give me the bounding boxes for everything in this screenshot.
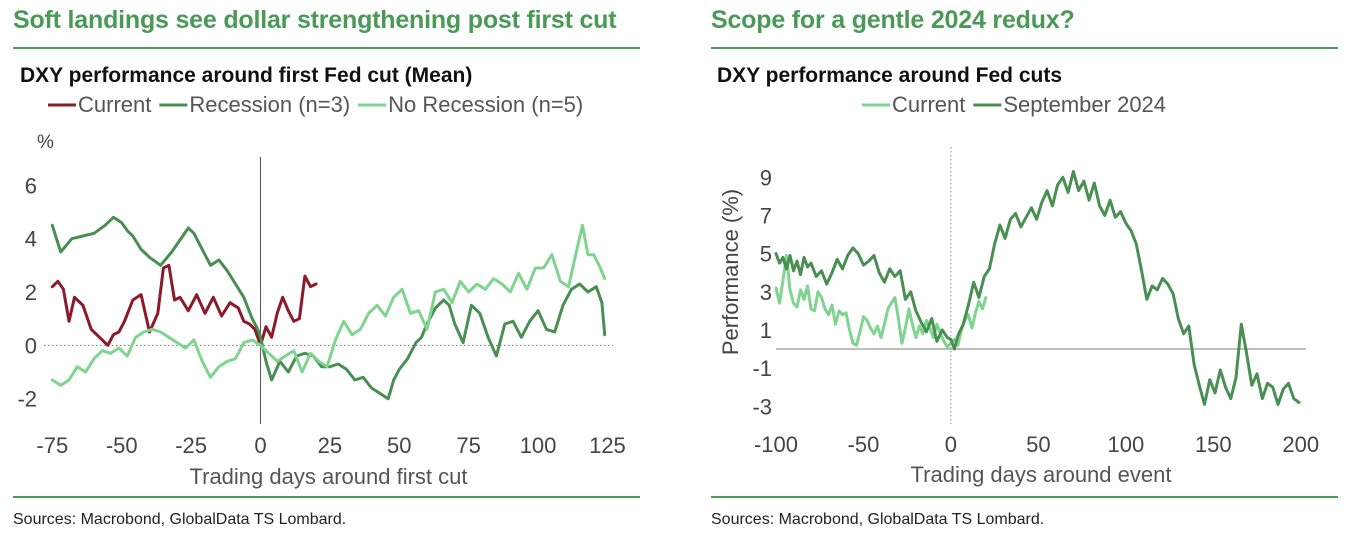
x-tick-label: -75 xyxy=(36,433,68,458)
legend-label-september-2024: September 2024 xyxy=(1003,92,1166,117)
y-tick-label: 4 xyxy=(25,227,37,252)
chart-title: DXY performance around first Fed cut (Me… xyxy=(20,64,472,87)
x-axis-label: Trading days around first cut xyxy=(190,464,468,489)
y-tick-label: -1 xyxy=(752,356,772,381)
left-top-rule xyxy=(13,47,640,49)
left-sources: Sources: Macrobond, GlobalData TS Lombar… xyxy=(13,511,347,528)
left-panel: Soft landings see dollar strengthening p… xyxy=(0,0,660,535)
left-chart: DXY performance around first Fed cut (Me… xyxy=(17,64,626,489)
y-axis-label: Performance (%) xyxy=(718,189,743,355)
right-panel: Scope for a gentle 2024 redux? DXY perfo… xyxy=(690,0,1350,535)
y-tick-label: 1 xyxy=(760,318,772,343)
y-tick-label: 0 xyxy=(25,333,37,358)
chart-title: DXY performance around Fed cuts xyxy=(717,64,1062,87)
legend-label-no-recession-n-5: No Recession (n=5) xyxy=(388,92,583,117)
y-axis-unit-label: % xyxy=(37,132,54,153)
series-line-recession-n-3 xyxy=(50,215,607,401)
x-tick-label: 50 xyxy=(387,433,411,458)
x-tick-label: -100 xyxy=(754,432,798,457)
left-panel-heading: Soft landings see dollar strengthening p… xyxy=(13,6,617,34)
x-tick-label: 100 xyxy=(520,433,557,458)
x-tick-label: 25 xyxy=(318,433,342,458)
series-line-no-recession-n-5 xyxy=(50,223,607,387)
x-tick-label: 0 xyxy=(945,432,957,457)
x-tick-label: 50 xyxy=(1026,432,1050,457)
legend-label-current: Current xyxy=(892,92,965,117)
y-tick-label: 2 xyxy=(25,280,37,305)
legend-label-recession-n-3: Recession (n=3) xyxy=(189,92,350,117)
y-tick-label: 5 xyxy=(760,242,772,267)
right-top-rule xyxy=(711,47,1338,49)
x-tick-label: -50 xyxy=(106,433,138,458)
series-line-current xyxy=(774,254,988,349)
y-tick-label: 9 xyxy=(760,165,772,190)
y-tick-label: -3 xyxy=(752,394,772,419)
x-tick-label: 150 xyxy=(1195,432,1232,457)
x-axis-label: Trading days around event xyxy=(911,462,1172,487)
y-tick-label: 3 xyxy=(760,280,772,305)
series-line-current xyxy=(50,263,318,347)
y-tick-label: 6 xyxy=(25,173,37,198)
x-tick-label: 125 xyxy=(589,433,626,458)
left-bottom-rule xyxy=(13,496,640,498)
x-tick-label: 100 xyxy=(1107,432,1144,457)
x-tick-label: 75 xyxy=(456,433,480,458)
x-tick-label: -50 xyxy=(848,432,880,457)
x-tick-label: 200 xyxy=(1282,432,1319,457)
right-chart: DXY performance around Fed cuts Current Se… xyxy=(717,64,1319,487)
right-sources: Sources: Macrobond, GlobalData TS Lombar… xyxy=(711,511,1045,528)
series-line-september-2024 xyxy=(774,170,1301,406)
y-tick-label: 7 xyxy=(760,203,772,228)
y-tick-label: -2 xyxy=(17,387,37,412)
x-tick-label: -25 xyxy=(175,433,207,458)
right-bottom-rule xyxy=(711,496,1338,498)
right-panel-heading: Scope for a gentle 2024 redux? xyxy=(711,6,1075,34)
x-tick-label: 0 xyxy=(254,433,266,458)
legend-label-current: Current xyxy=(78,92,151,117)
